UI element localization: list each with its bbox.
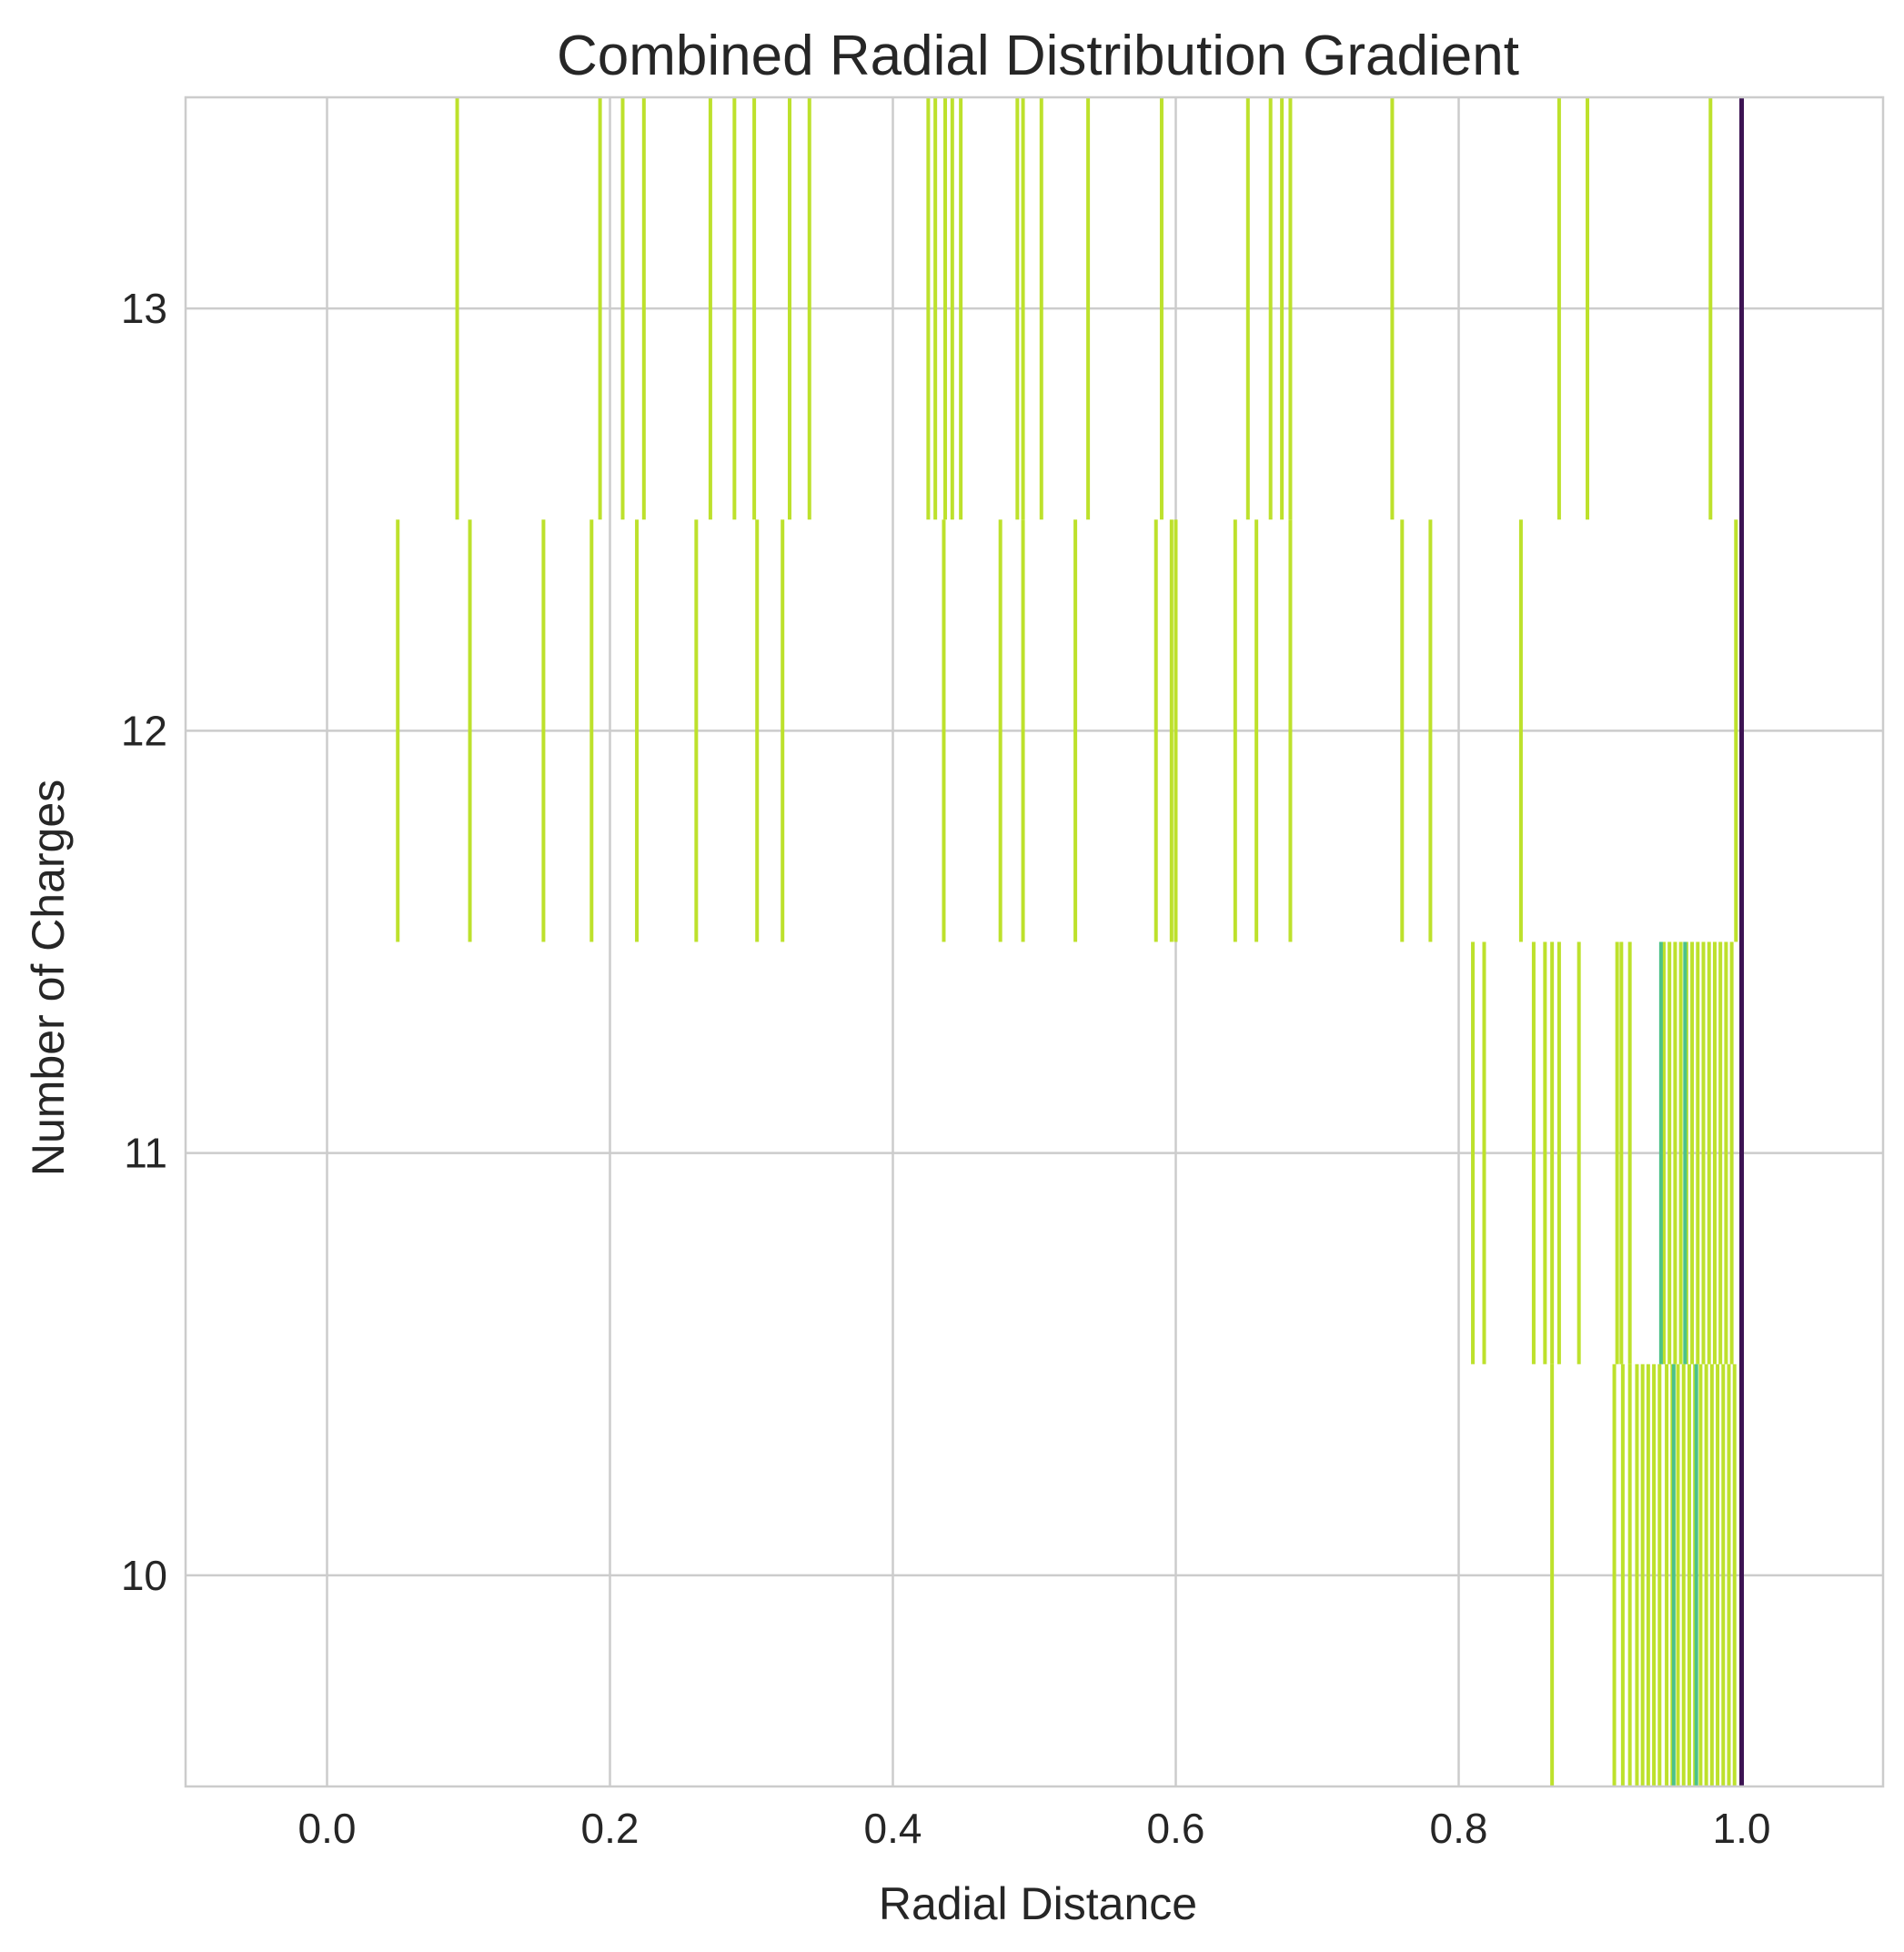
- chart-title: Combined Radial Distribution Gradient: [557, 25, 1519, 87]
- x-tick-label: 1.0: [1713, 1805, 1771, 1852]
- y-axis-ticks: 10 11 12 13: [121, 285, 167, 1599]
- x-tick-label: 0.2: [581, 1805, 640, 1852]
- x-axis-ticks: 0.0 0.2 0.4 0.6 0.8 1.0: [298, 1805, 1771, 1852]
- x-axis-label: Radial Distance: [879, 1878, 1197, 1929]
- chart-marks: [396, 97, 1744, 1786]
- y-tick-label: 11: [124, 1130, 167, 1177]
- y-tick-label: 10: [121, 1552, 167, 1599]
- x-tick-label: 0.8: [1430, 1805, 1488, 1852]
- x-tick-label: 0.6: [1147, 1805, 1205, 1852]
- x-tick-label: 0.4: [864, 1805, 922, 1852]
- y-tick-label: 12: [121, 707, 167, 754]
- plot-frame: [184, 96, 1885, 1788]
- y-tick-label: 13: [121, 285, 167, 332]
- y-axis-label: Number of Charges: [23, 780, 74, 1176]
- x-tick-label: 0.0: [298, 1805, 357, 1852]
